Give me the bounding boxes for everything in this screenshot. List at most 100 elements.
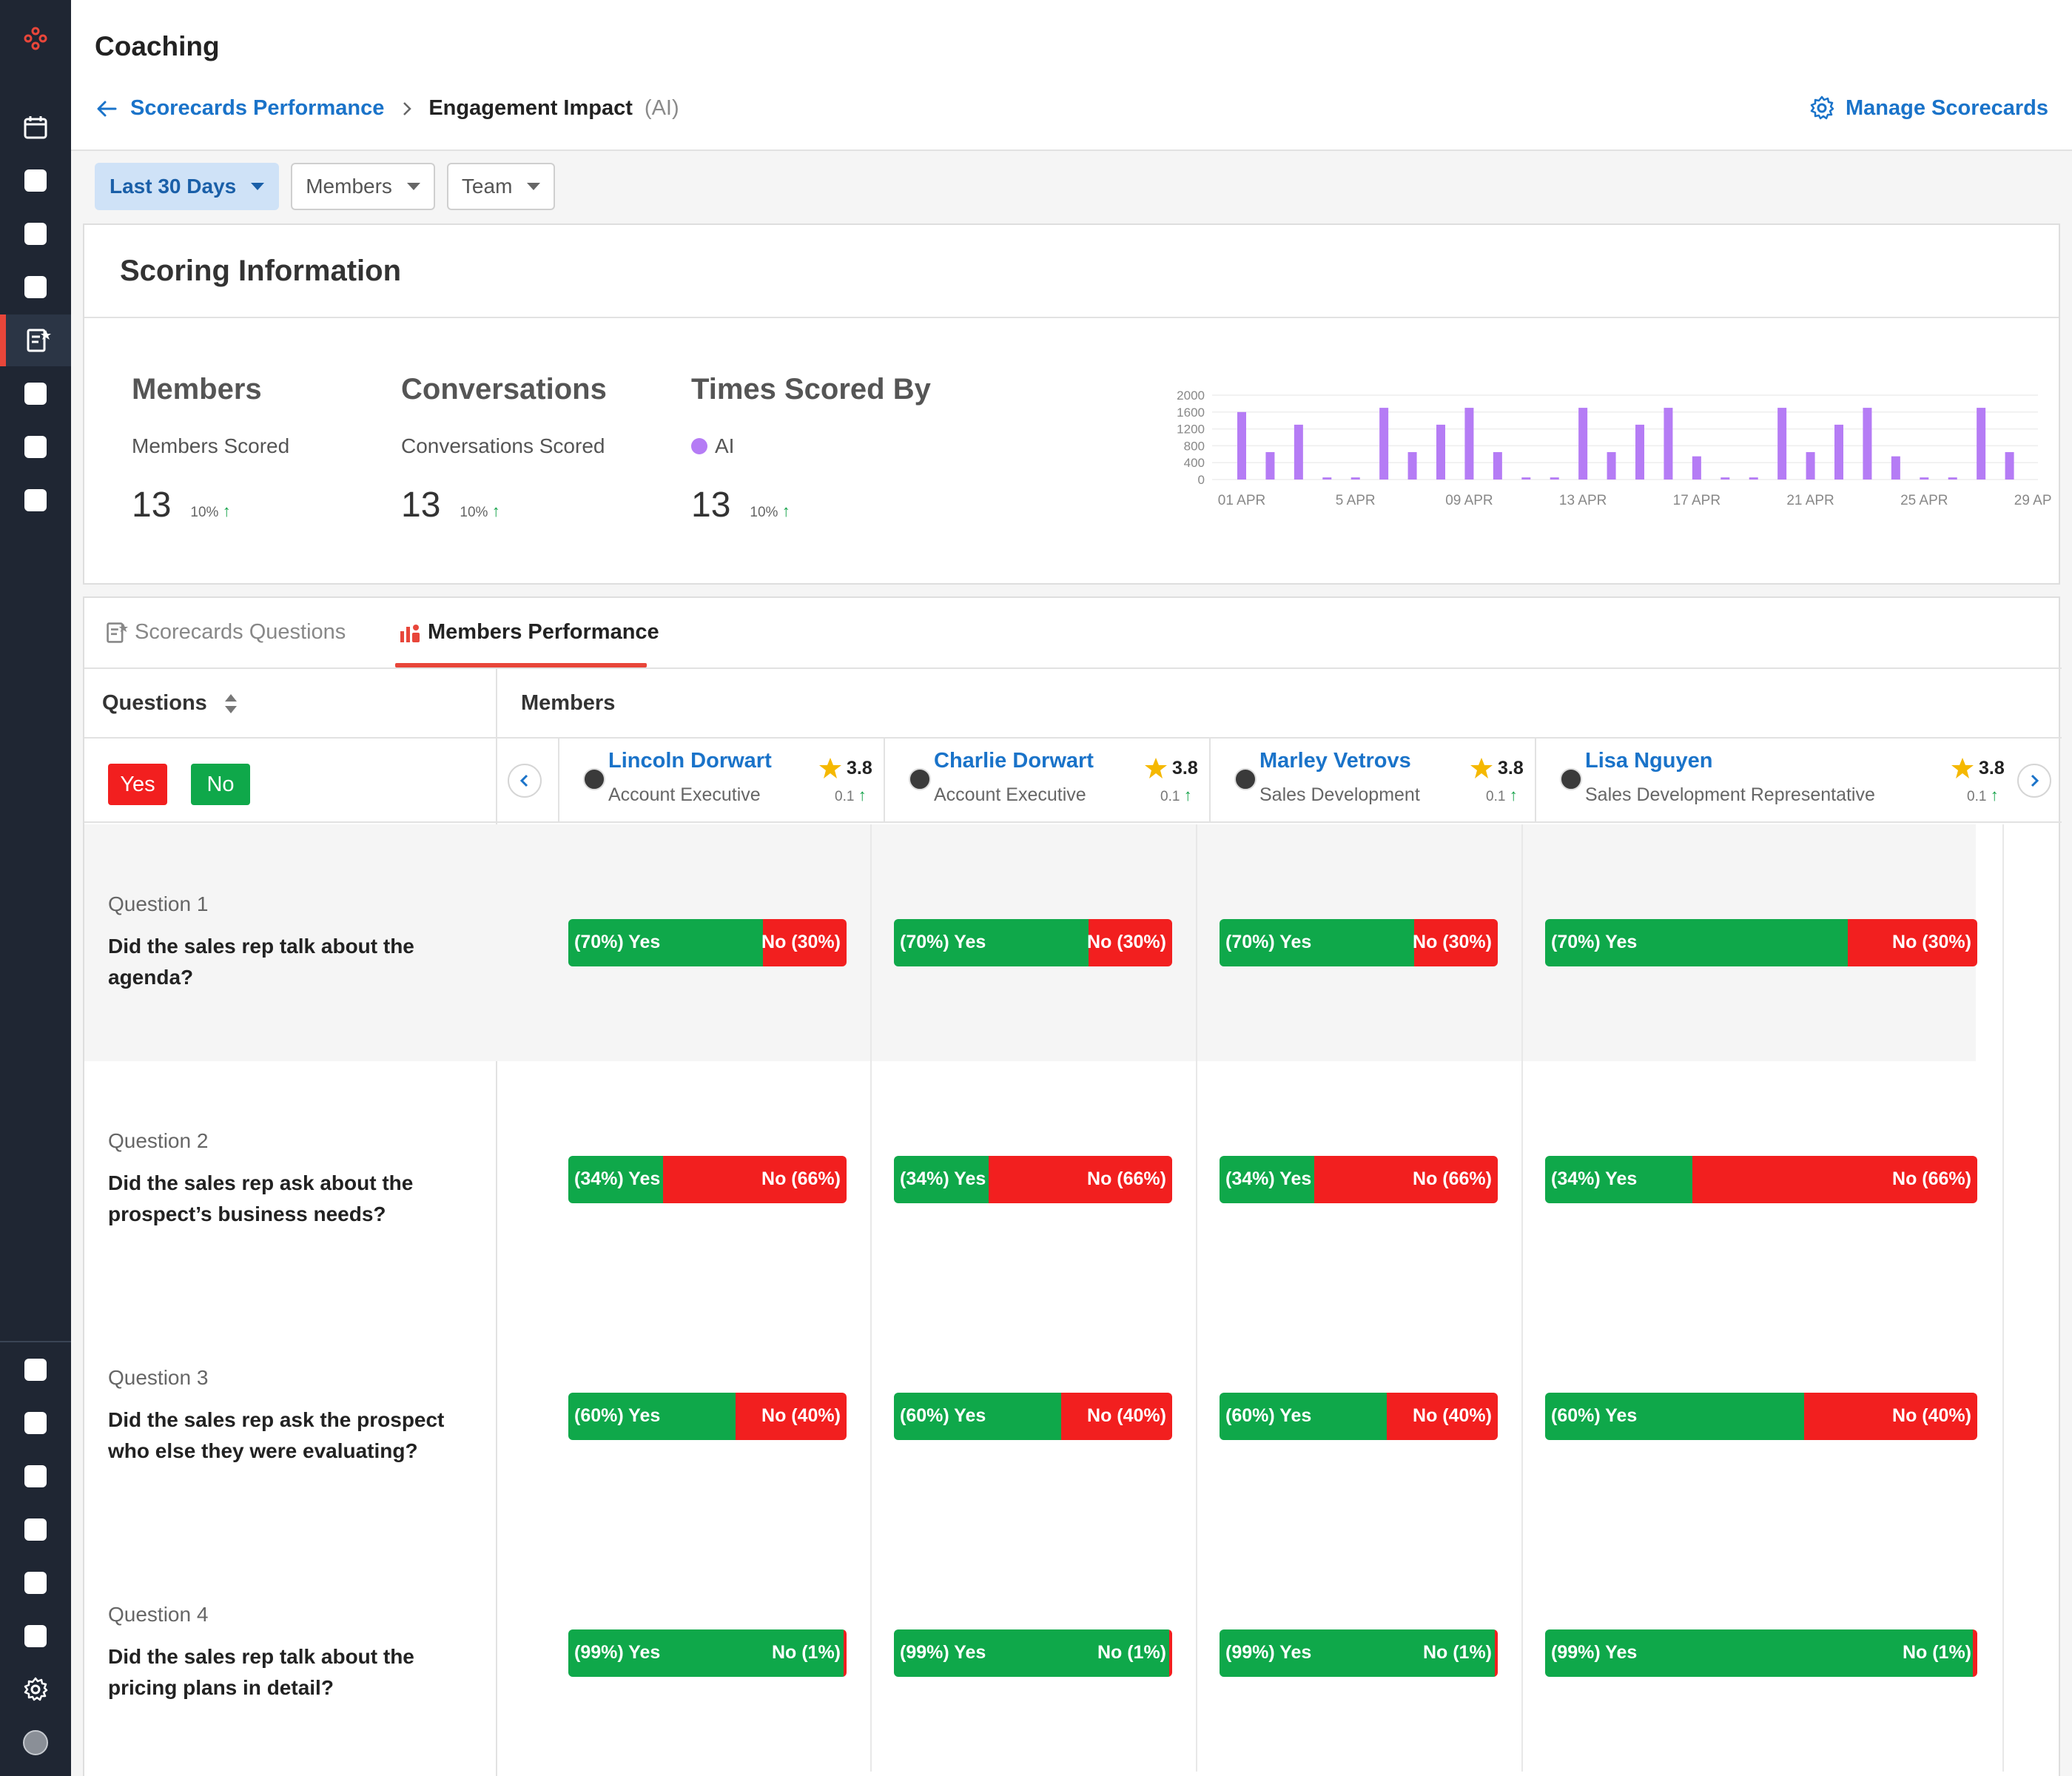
- yes-no-result-bar[interactable]: (34%) Yes No (66%): [1220, 1156, 1498, 1203]
- chart-bar[interactable]: [1749, 477, 1758, 480]
- chart-bar[interactable]: [1977, 408, 1986, 480]
- yes-no-result-bar[interactable]: (34%) Yes No (66%): [894, 1156, 1172, 1203]
- chart-bar[interactable]: [1237, 411, 1246, 480]
- no-segment: [1060, 1393, 1172, 1440]
- calendar-nav-item[interactable]: [0, 101, 71, 153]
- arrow-left-icon[interactable]: [95, 97, 118, 121]
- coaching-nav-item[interactable]: [0, 314, 71, 366]
- nav-item-7[interactable]: [0, 421, 71, 473]
- chart-bar[interactable]: [1891, 456, 1900, 480]
- chart-bar[interactable]: [1635, 424, 1644, 480]
- settings-nav-item[interactable]: [0, 1664, 71, 1715]
- chart-bar[interactable]: [1720, 477, 1730, 480]
- chart-bar[interactable]: [1521, 477, 1531, 480]
- yes-no-result-bar[interactable]: (99%) Yes No (1%): [894, 1629, 1172, 1677]
- nav-item-13[interactable]: [0, 1557, 71, 1609]
- stat-subtitle: Members Scored: [132, 434, 290, 457]
- chart-bar[interactable]: [1407, 451, 1417, 480]
- chart-bar[interactable]: [1863, 408, 1872, 480]
- members-dropdown[interactable]: Members: [291, 163, 435, 210]
- member-name-link[interactable]: Lisa Nguyen: [1585, 749, 1713, 773]
- yes-percentage-label: (60%) Yes: [1225, 1405, 1312, 1426]
- performance-panel: Scorecards Questions Members Performance…: [83, 596, 2062, 1776]
- yes-segment: [894, 919, 1089, 966]
- questions-column-header[interactable]: Questions: [102, 691, 238, 716]
- chart-bar[interactable]: [1379, 408, 1389, 480]
- chart-bar[interactable]: [1464, 408, 1474, 480]
- avatar: [23, 1730, 48, 1755]
- yes-no-result-bar[interactable]: (34%) Yes No (66%): [1545, 1156, 1977, 1203]
- breadcrumb-parent-link[interactable]: Scorecards Performance: [130, 96, 385, 120]
- member-score-delta-value: 0.1: [1160, 789, 1180, 804]
- app-logo-icon[interactable]: [22, 25, 49, 52]
- member-name-link[interactable]: Marley Vetrovs: [1259, 749, 1411, 773]
- yes-no-result-bar[interactable]: (70%) Yes No (30%): [568, 919, 847, 966]
- member-score: 3.8: [1498, 758, 1524, 778]
- date-range-dropdown[interactable]: Last 30 Days: [95, 163, 280, 210]
- nav-item-6[interactable]: [0, 368, 71, 420]
- chart-bar[interactable]: [1692, 456, 1701, 480]
- chart-bar[interactable]: [1322, 477, 1332, 480]
- chart-bar[interactable]: [2005, 451, 2014, 480]
- chart-bar[interactable]: [1350, 477, 1360, 480]
- yes-no-result-bar[interactable]: (70%) Yes No (30%): [894, 919, 1172, 966]
- chart-bar[interactable]: [1664, 408, 1673, 480]
- filter-bar: Last 30 Days Members Team: [95, 163, 556, 210]
- yes-no-result-bar[interactable]: (60%) Yes No (40%): [1545, 1393, 1977, 1440]
- nav-placeholder-icon: [24, 276, 47, 298]
- no-segment: [1414, 919, 1498, 966]
- y-tick-label: 1600: [1177, 406, 1205, 420]
- member-score-delta: 0.1 ↑: [1160, 786, 1192, 805]
- no-percentage-label: No (66%): [1892, 1168, 1971, 1189]
- nav-item-4[interactable]: [0, 261, 71, 313]
- avatar: [1234, 768, 1257, 790]
- chart-bar[interactable]: [1777, 408, 1787, 480]
- yes-no-result-bar[interactable]: (60%) Yes No (40%): [894, 1393, 1172, 1440]
- member-name-link[interactable]: Charlie Dorwart: [934, 749, 1094, 773]
- team-dropdown[interactable]: Team: [446, 163, 556, 210]
- yes-segment: [1545, 1393, 1805, 1440]
- chart-bar[interactable]: [1948, 477, 1957, 480]
- carousel-prev-button[interactable]: [508, 764, 542, 798]
- nav-item-11[interactable]: [0, 1450, 71, 1502]
- chart-bar[interactable]: [1834, 424, 1843, 480]
- nav-item-12[interactable]: [0, 1504, 71, 1555]
- chart-bar[interactable]: [1265, 451, 1275, 480]
- chart-bar[interactable]: [1294, 424, 1303, 480]
- yes-no-result-bar[interactable]: (99%) Yes No (1%): [568, 1629, 847, 1677]
- nav-item-10[interactable]: [0, 1397, 71, 1449]
- cell-divider: [1521, 1298, 1523, 1535]
- chart-bar[interactable]: [1436, 424, 1445, 480]
- nav-item-3[interactable]: [0, 208, 71, 260]
- chart-bar[interactable]: [1550, 477, 1559, 480]
- manage-scorecards-link[interactable]: Manage Scorecards: [1809, 95, 2048, 121]
- member-name-link[interactable]: Lincoln Dorwart: [608, 749, 772, 773]
- yes-no-result-bar[interactable]: (99%) Yes No (1%): [1220, 1629, 1498, 1677]
- member-score-delta-value: 0.1: [1967, 789, 1987, 804]
- yes-no-result-bar[interactable]: (60%) Yes No (40%): [1220, 1393, 1498, 1440]
- chart-bar[interactable]: [1493, 451, 1502, 480]
- tab-members-performance[interactable]: Members Performance: [398, 620, 659, 645]
- user-avatar-nav-item[interactable]: [0, 1717, 71, 1769]
- nav-item-14[interactable]: [0, 1610, 71, 1662]
- chart-bar[interactable]: [1806, 451, 1815, 480]
- nav-placeholder-icon: [24, 1625, 47, 1647]
- sort-icon[interactable]: [223, 693, 238, 715]
- carousel-next-button[interactable]: [2017, 764, 2051, 798]
- tab-scorecards-questions[interactable]: Scorecards Questions: [105, 620, 346, 645]
- nav-item-8[interactable]: [0, 474, 71, 526]
- yes-no-result-bar[interactable]: (60%) Yes No (40%): [568, 1393, 847, 1440]
- chart-bar[interactable]: [1920, 477, 1929, 480]
- nav-item-2[interactable]: [0, 155, 71, 206]
- yes-no-result-bar[interactable]: (70%) Yes No (30%): [1220, 919, 1498, 966]
- nav-item-9[interactable]: [0, 1344, 71, 1396]
- ai-legend-dot: [691, 438, 707, 454]
- chart-bar[interactable]: [1607, 451, 1616, 480]
- chart-bar[interactable]: [1578, 408, 1588, 480]
- question-number: Question 4: [108, 1603, 209, 1626]
- no-percentage-label: No (30%): [1087, 932, 1166, 952]
- yes-no-result-bar[interactable]: (99%) Yes No (1%): [1545, 1629, 1977, 1677]
- yes-no-result-bar[interactable]: (70%) Yes No (30%): [1545, 919, 1977, 966]
- stat-subtitle: AI: [691, 434, 931, 458]
- yes-no-result-bar[interactable]: (34%) Yes No (66%): [568, 1156, 847, 1203]
